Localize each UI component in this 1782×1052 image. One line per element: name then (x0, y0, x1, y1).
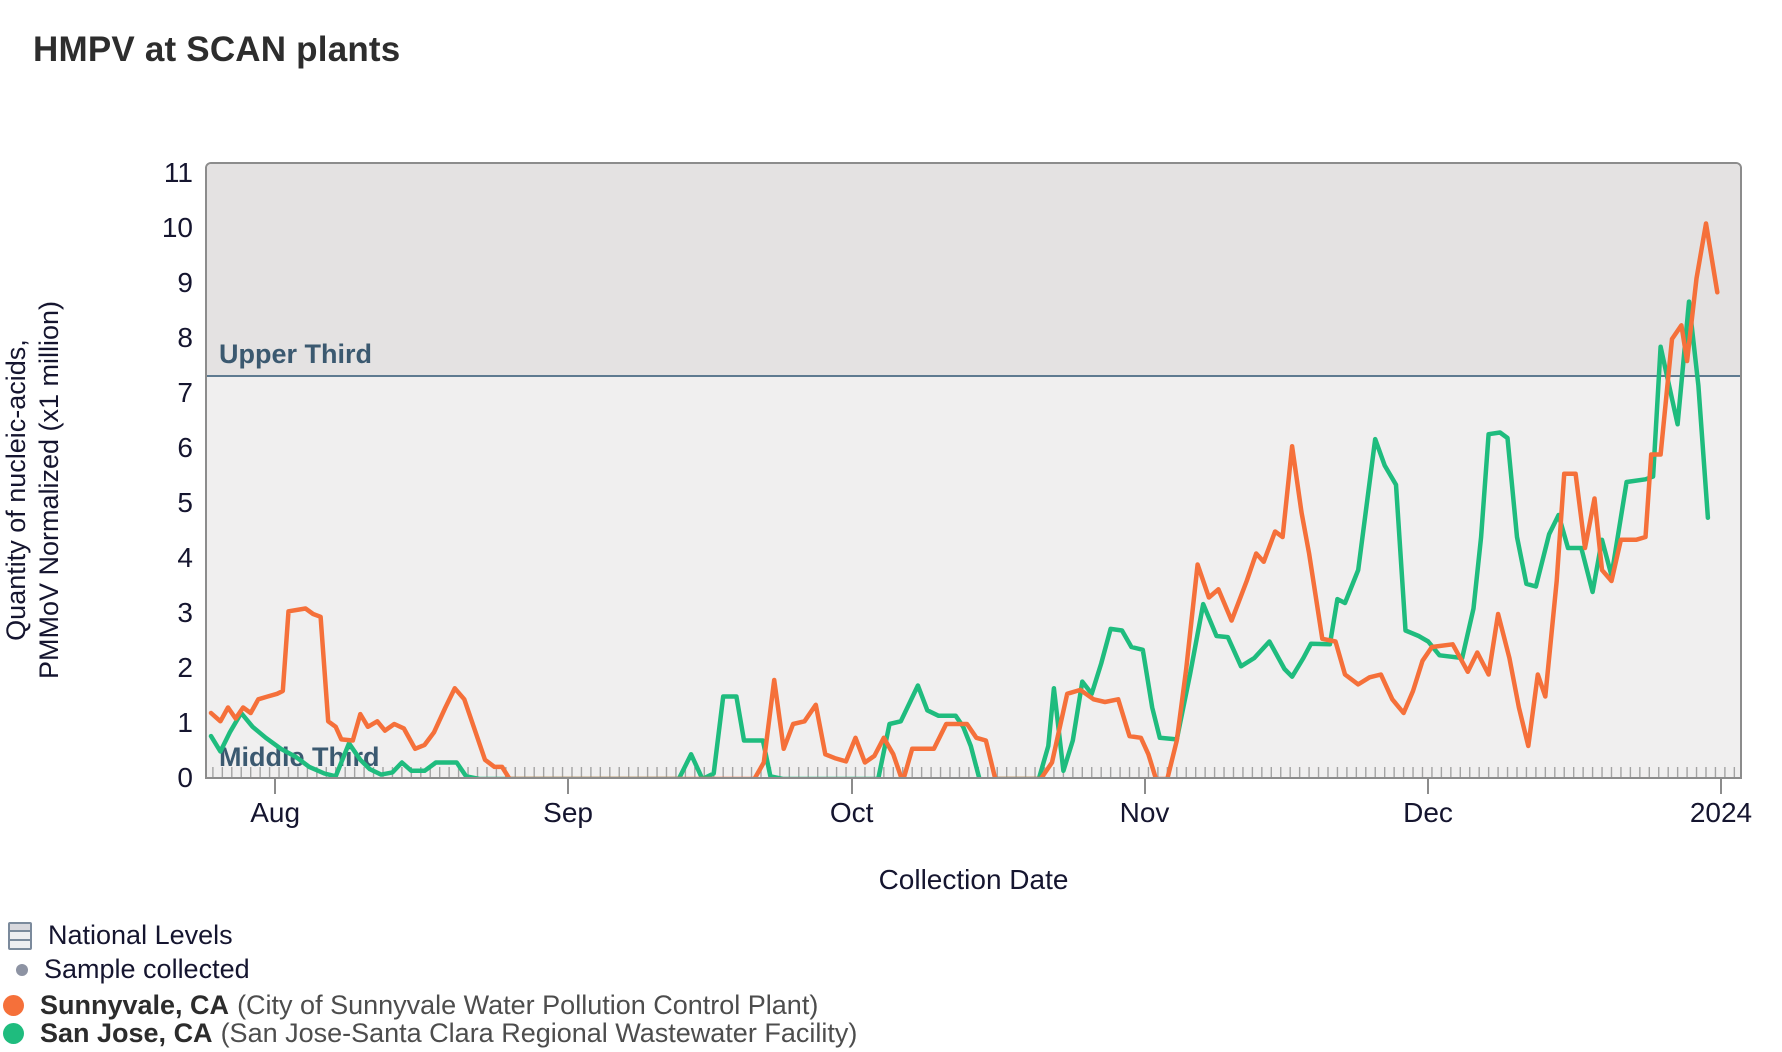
month-tick-mark (274, 779, 277, 794)
sunnyvale-dot-icon (3, 995, 24, 1016)
y-axis-title-line1: Quantity of nucleic-acids, (1, 339, 31, 641)
y-tick-label: 3 (177, 597, 193, 628)
y-tick-label: 4 (177, 542, 193, 573)
legend-item-national-levels[interactable]: National Levels (8, 920, 233, 951)
month-tick-mark (1720, 779, 1722, 794)
sunnyvale-name: Sunnyvale, CA (40, 990, 230, 1020)
month-tick-label: 2024 (1689, 797, 1753, 828)
month-tick-label: Oct (829, 797, 874, 828)
y-tick-label: 6 (177, 432, 193, 463)
month-tick-label: Dec (1403, 797, 1453, 828)
legend-item-san-jose[interactable]: San Jose, CA (San Jose-Santa Clara Regio… (3, 1018, 857, 1049)
upper-third-boundary-line (207, 374, 1740, 377)
y-tick-label: 2 (177, 652, 193, 683)
upper-third-label: Upper Third (219, 338, 372, 369)
plot-area: Upper Third Middle Third (205, 162, 1742, 779)
san-jose-line (208, 299, 1711, 777)
san-jose-name: San Jose, CA (40, 1018, 213, 1048)
sample-collected-icon (16, 963, 28, 976)
san-jose-dot-icon (3, 1023, 24, 1044)
page-title: HMPV at SCAN plants (33, 30, 401, 69)
y-tick-label: 10 (161, 212, 193, 243)
y-axis-title: Quantity of nucleic-acids, PMMoV Normali… (0, 210, 70, 770)
sample-collected-rug (212, 767, 1736, 777)
month-tick-mark (1143, 779, 1146, 794)
y-tick-label: 11 (163, 157, 193, 188)
legend-item-sample-collected[interactable]: Sample collected (8, 954, 250, 985)
y-tick-label: 8 (177, 322, 193, 353)
y-axis-title-line2: PMMoV Normalized (x1 million) (34, 300, 64, 680)
y-tick-label: 1 (177, 707, 193, 738)
series-plot (208, 221, 1736, 777)
y-tick-label: 0 (177, 762, 193, 793)
sample-collected-label: Sample collected (44, 954, 250, 984)
month-tick-label: Sep (543, 797, 593, 828)
y-tick-label: 9 (177, 267, 193, 298)
upper-third-band (207, 164, 1740, 375)
national-levels-label: National Levels (48, 920, 233, 950)
month-tick-mark (1427, 779, 1430, 794)
sunnyvale-line (208, 221, 1720, 777)
month-tick-mark (567, 779, 570, 794)
y-tick-label: 7 (177, 377, 193, 408)
month-tick-label: Aug (250, 797, 301, 828)
san-jose-detail: (San Jose-Santa Clara Regional Wastewate… (220, 1018, 858, 1048)
y-tick-label: 5 (177, 487, 193, 518)
month-tick-label: Nov (1119, 797, 1170, 828)
month-tick-mark (850, 779, 853, 794)
legend-item-sunnyvale[interactable]: Sunnyvale, CA (City of Sunnyvale Water P… (3, 990, 818, 1021)
x-axis-title: Collection Date (878, 864, 1069, 895)
national-levels-icon (8, 921, 32, 950)
sunnyvale-detail: (City of Sunnyvale Water Pollution Contr… (237, 990, 819, 1020)
